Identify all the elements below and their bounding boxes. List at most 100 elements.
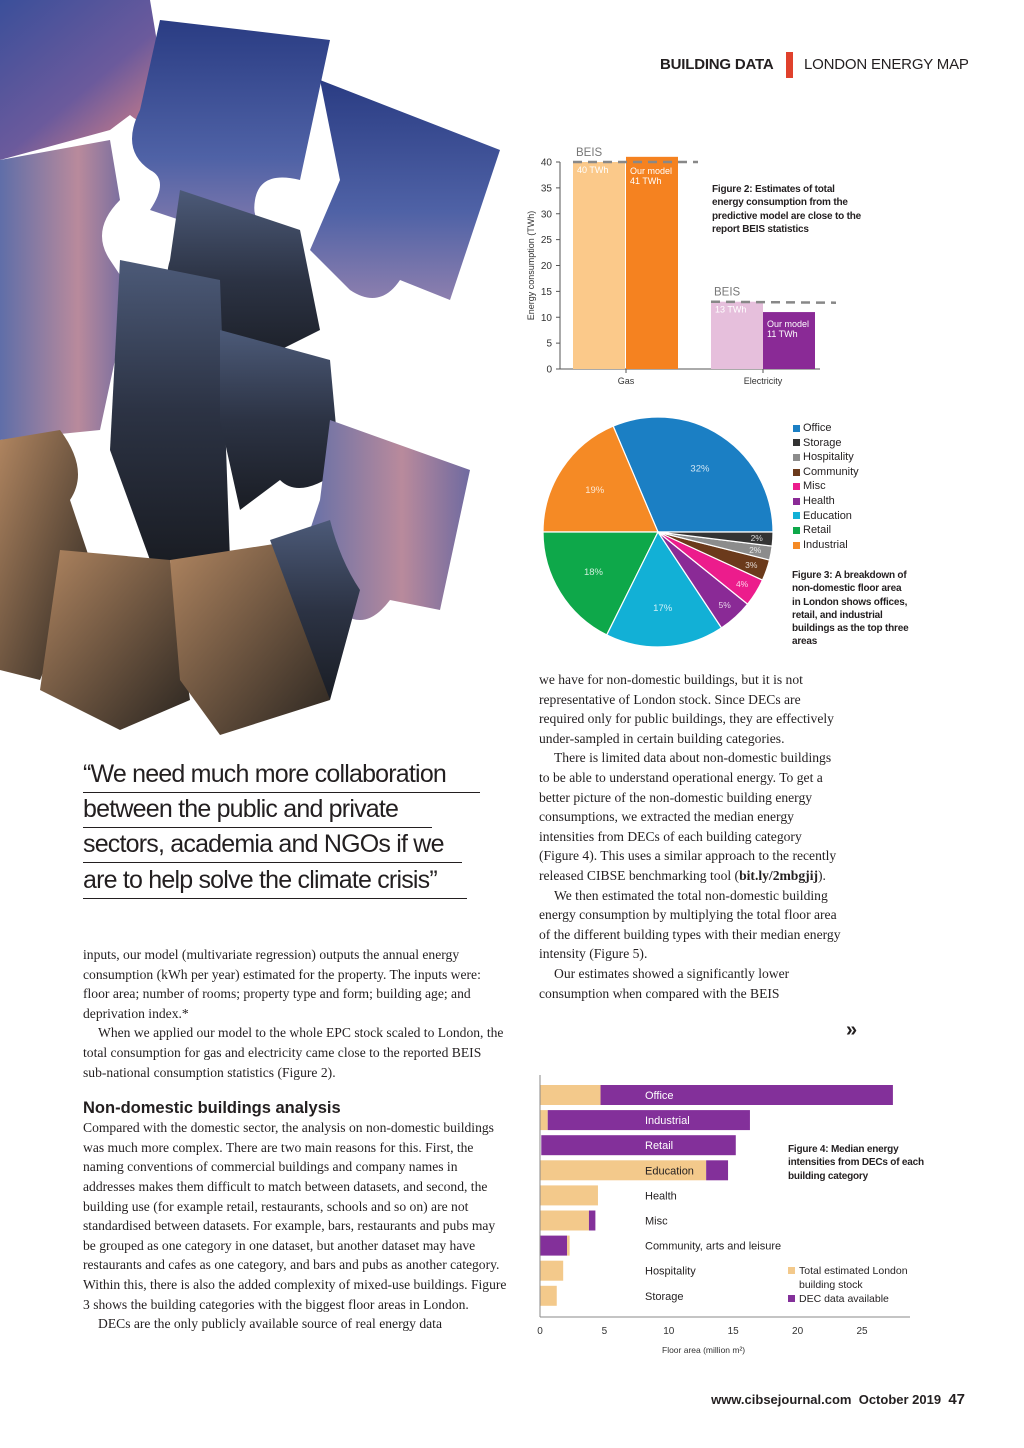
paragraph: We then estimated the total non-domestic… (539, 887, 841, 962)
y-tick-label: 40 (541, 158, 553, 169)
x-tick-label: Electricity (744, 376, 783, 386)
bar-segment-stock (540, 1160, 707, 1181)
bar-gas (573, 162, 625, 369)
page-footer: www.cibsejournal.com October 2019 47 (711, 1391, 965, 1408)
bar-category-label: Hospitality (645, 1266, 696, 1278)
y-tick-label: 10 (541, 313, 553, 324)
bar-electricity (763, 312, 815, 369)
y-tick-label: 0 (546, 365, 552, 376)
bar-data-label: 40 TWh (577, 165, 608, 175)
figure4-caption: Figure 4: Median energy intensities from… (788, 1144, 924, 1182)
bar-category-label: Misc (645, 1216, 668, 1228)
pie-slice-label: 17% (653, 603, 673, 614)
paragraph: There is limited data about non-domestic… (539, 748, 841, 885)
pull-quote-line: “We need much more collaboration (83, 760, 480, 793)
bar-segment-dec (541, 1135, 736, 1156)
legend-item: Total estimated London building stock (788, 1264, 923, 1292)
bar-data-label: 11 TWh (767, 329, 798, 339)
paragraph: When we applied our model to the whole E… (83, 1025, 504, 1080)
bar-segment-stock (540, 1285, 557, 1306)
pie-slice-label: 2% (751, 533, 764, 543)
legend-item: Health (793, 494, 859, 509)
legend-swatch (793, 468, 800, 476)
y-tick-label: 15 (541, 287, 553, 298)
bar-category-label: Office (645, 1090, 674, 1102)
bar-category-label: Education (645, 1165, 694, 1177)
footer-url[interactable]: www.cibsejournal.com (711, 1392, 852, 1407)
legend-item: Hospitality (793, 450, 859, 465)
pie-slice-label: 32% (690, 464, 710, 475)
pull-quote-line: between the public and private (83, 795, 432, 828)
bar-category-label: Community, arts and leisure (645, 1241, 781, 1253)
bar-data-label: Our model (767, 319, 809, 329)
legend-label: Hospitality (803, 451, 854, 464)
bar-segment-dec (540, 1235, 568, 1256)
bar-gas (626, 156, 678, 369)
bar-segment-dec (588, 1210, 596, 1231)
x-tick-label: 10 (663, 1326, 675, 1337)
y-tick-label: 25 (541, 235, 553, 246)
x-tick-label: 25 (856, 1326, 868, 1337)
legend-label: Storage (803, 436, 842, 449)
legend-item: Storage (793, 436, 859, 451)
y-tick-label: 5 (546, 339, 552, 350)
bar-data-label: Our model (630, 166, 672, 176)
paragraph-text: ). (818, 867, 826, 883)
figure4-horizontal-bar-chart: Office Industrial Retail Education Health Mis… (537, 1075, 910, 1355)
pie-slice-storage (657, 531, 774, 547)
beis-reference-line (710, 300, 837, 304)
legend-label: Total estimated London building stock (799, 1265, 908, 1291)
legend-label: Office (803, 422, 832, 434)
paragraph-text: There is limited data about non-domestic… (539, 750, 837, 883)
bar-segment-dec (706, 1160, 729, 1181)
puzzle-collage-image (0, 0, 500, 735)
legend-item: DEC data available (788, 1292, 923, 1306)
pie-slice-label: 18% (584, 567, 604, 578)
paragraph: Our estimates showed a significantly low… (539, 965, 790, 1001)
bar-category-label: Industrial (645, 1115, 690, 1127)
legend-label: Industrial (803, 538, 848, 551)
right-column-text: we have for non-domestic buildings, but … (539, 670, 841, 1003)
bar-segment-stock (540, 1110, 548, 1131)
pull-quote-line: sectors, academia and NGOs if we (83, 830, 462, 863)
pull-quote-line: are to help solve the climate crisis” (83, 866, 467, 899)
pie-slice-label: 3% (745, 560, 758, 570)
x-tick-label: 15 (728, 1326, 740, 1337)
figure2-bar-chart: 0 5 10 15 20 25 30 35 40 Energy consumption (TWh)… (526, 147, 837, 386)
left-column-text: inputs, our model (multivariate regressi… (83, 945, 508, 1334)
pie-slice-label: 4% (736, 579, 749, 589)
y-axis-label: Energy consumption (TWh) (526, 211, 536, 321)
page-number: 47 (948, 1391, 965, 1408)
pie-slice-retail (542, 531, 659, 636)
legend-swatch (793, 541, 800, 549)
bar-segment-stock (540, 1085, 601, 1105)
legend-label: Retail (803, 524, 832, 537)
legend-label: Health (803, 494, 835, 507)
y-tick-label: 35 (541, 183, 553, 194)
pie-slice-label: 5% (718, 600, 731, 610)
bar-electricity (711, 301, 763, 369)
legend-item: Misc (793, 479, 859, 494)
legend-swatch (788, 1295, 795, 1302)
legend-swatch (793, 424, 800, 432)
x-tick-label: 5 (602, 1326, 608, 1337)
subsection-label: LONDON ENERGY MAP (804, 56, 969, 73)
y-tick-label: 30 (541, 209, 553, 220)
legend-item: Retail (793, 523, 859, 538)
beis-label: BEIS (714, 287, 741, 299)
figure3-caption: Figure 3: A breakdown of non-domestic fl… (792, 570, 909, 648)
legend-swatch (793, 453, 800, 461)
figure2-caption: Figure 2: Estimates of total energy cons… (712, 184, 862, 235)
legend-swatch (788, 1267, 795, 1274)
x-tick-label: 0 (537, 1326, 543, 1337)
bar-segment-stock (540, 1185, 598, 1206)
x-axis-label: Floor area (million m²) (662, 1345, 745, 1355)
bar-category-label: Storage (645, 1291, 684, 1303)
legend-item: Education (793, 509, 859, 524)
pie-slice-office (612, 416, 774, 533)
benchmark-tool-link[interactable]: bit.ly/2mbgjij (739, 867, 818, 883)
legend-label: Community (803, 465, 859, 478)
legend-swatch (793, 497, 800, 505)
legend-item: Office (793, 421, 859, 436)
paragraph: DECs are the only publicly available sou… (98, 1316, 442, 1332)
